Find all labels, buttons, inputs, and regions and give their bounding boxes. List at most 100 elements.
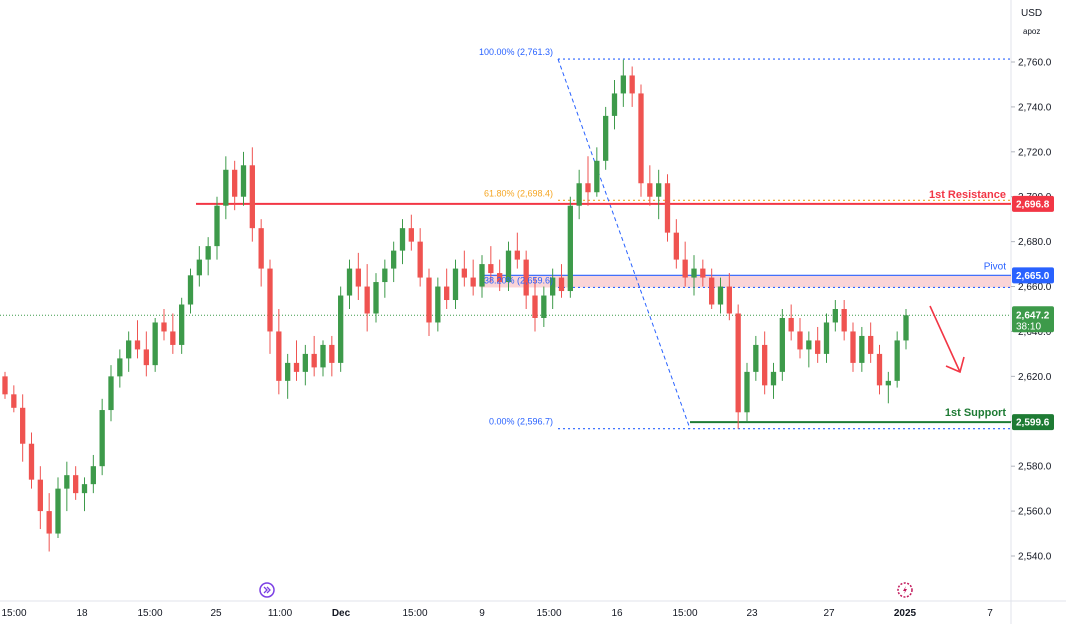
candle-body bbox=[656, 183, 662, 197]
pivot-price-tag[interactable]: 2,665.0 bbox=[1016, 271, 1050, 282]
y-tick-label[interactable]: 2,740.0 bbox=[1018, 102, 1052, 113]
candle bbox=[126, 331, 132, 372]
candle bbox=[320, 340, 326, 377]
y-tick-label[interactable]: 2,580.0 bbox=[1018, 462, 1052, 473]
candle-body bbox=[832, 309, 838, 323]
candle-body bbox=[691, 268, 697, 278]
x-tick-label[interactable]: 15:00 bbox=[536, 608, 561, 619]
candle bbox=[620, 59, 626, 107]
x-tick-label[interactable]: 2025 bbox=[894, 608, 917, 619]
candle bbox=[214, 196, 220, 260]
replay-icon[interactable] bbox=[259, 582, 275, 598]
candle-body bbox=[55, 488, 61, 534]
candle-body bbox=[214, 205, 220, 247]
candle-body bbox=[355, 268, 361, 287]
candle-body bbox=[267, 268, 273, 332]
x-tick-label[interactable]: 23 bbox=[746, 608, 758, 619]
x-tick-label[interactable]: 7 bbox=[987, 608, 993, 619]
candle-body bbox=[505, 250, 512, 283]
candle bbox=[806, 331, 812, 368]
candle bbox=[170, 313, 176, 354]
candle-body bbox=[894, 340, 900, 381]
y-tick-label[interactable]: 2,720.0 bbox=[1018, 147, 1052, 158]
x-tick-label[interactable]: 11:00 bbox=[268, 608, 293, 619]
candle-body bbox=[620, 75, 626, 94]
candle bbox=[744, 362, 750, 422]
y-tick-label[interactable]: 2,760.0 bbox=[1018, 58, 1052, 69]
candle-body bbox=[196, 259, 202, 276]
candle bbox=[717, 277, 724, 314]
last-price-tag[interactable]: 2,647.2 bbox=[1016, 310, 1050, 321]
x-tick-label[interactable]: 9 bbox=[479, 608, 485, 619]
candle-body bbox=[73, 475, 79, 494]
x-tick-label[interactable]: Dec bbox=[332, 608, 351, 619]
candle-body bbox=[64, 475, 70, 489]
candle bbox=[461, 250, 467, 287]
x-tick-label[interactable]: 16 bbox=[611, 608, 623, 619]
x-tick-label[interactable]: 15:00 bbox=[137, 608, 162, 619]
x-axis[interactable]: 15:00 18 15:00 25 11:00 Dec 15:00 9 15:00 16 15:00… bbox=[1, 608, 993, 619]
last-price-tag-bg bbox=[1012, 306, 1054, 333]
x-tick-label[interactable]: 15:00 bbox=[1, 608, 26, 619]
y-tick-label[interactable]: 2,540.0 bbox=[1018, 552, 1052, 563]
candle-body bbox=[346, 268, 353, 296]
candle-body bbox=[382, 268, 388, 283]
x-tick-label[interactable]: 25 bbox=[210, 608, 222, 619]
candle-body bbox=[726, 286, 732, 314]
candle bbox=[426, 268, 432, 336]
candle bbox=[611, 79, 618, 130]
candle bbox=[726, 273, 732, 321]
y-tick-label[interactable]: 2,620.0 bbox=[1018, 372, 1052, 383]
candle-body bbox=[187, 275, 194, 305]
candle bbox=[46, 493, 52, 552]
y-tick-label[interactable]: 2,680.0 bbox=[1018, 237, 1052, 248]
candle-body bbox=[240, 165, 247, 197]
candle bbox=[90, 454, 96, 494]
candle bbox=[682, 241, 688, 287]
candle-body bbox=[99, 410, 105, 467]
y-tick-label[interactable]: 2,640.0 bbox=[1018, 327, 1052, 338]
candle-body bbox=[391, 250, 397, 269]
y-tick-label[interactable]: 2,660.0 bbox=[1018, 282, 1052, 293]
resistance-price-tag[interactable]: 2,696.8 bbox=[1016, 199, 1050, 210]
candle bbox=[408, 214, 414, 251]
candle bbox=[691, 255, 697, 296]
y-axis[interactable]: 2,540.02,560.02,580.02,600.02,620.02,640… bbox=[1011, 58, 1054, 563]
candle-body bbox=[276, 331, 282, 381]
candle-body bbox=[903, 315, 909, 341]
y-tick-label[interactable]: 2,560.0 bbox=[1018, 507, 1052, 518]
candle-body bbox=[523, 259, 529, 296]
lightning-icon[interactable] bbox=[897, 582, 913, 598]
candle-body bbox=[179, 304, 185, 345]
x-tick-label[interactable]: 18 bbox=[76, 608, 88, 619]
candle bbox=[868, 322, 874, 363]
countdown-label[interactable]: 38:10 bbox=[1016, 321, 1041, 332]
candle-body bbox=[823, 322, 830, 354]
candle-body bbox=[258, 228, 264, 269]
candle-body bbox=[841, 309, 847, 332]
support-price-tag[interactable]: 2,599.6 bbox=[1016, 418, 1050, 429]
candle-body bbox=[797, 331, 803, 350]
candle-body bbox=[134, 340, 141, 350]
x-tick-label[interactable]: 27 bbox=[823, 608, 835, 619]
candle-body bbox=[779, 317, 785, 372]
candle bbox=[302, 344, 308, 386]
candle bbox=[373, 273, 379, 323]
scale-mode-label[interactable]: apoz bbox=[1023, 27, 1040, 36]
candle bbox=[161, 309, 167, 341]
candle-body bbox=[452, 268, 459, 301]
candle-body bbox=[408, 228, 414, 242]
candle bbox=[514, 232, 520, 269]
candle-body bbox=[585, 183, 591, 193]
candle-body bbox=[682, 259, 688, 278]
x-tick-label[interactable]: 15:00 bbox=[402, 608, 427, 619]
candle bbox=[117, 349, 123, 388]
currency-label[interactable]: USD bbox=[1021, 8, 1042, 19]
candle-body bbox=[435, 286, 441, 323]
candle-body bbox=[117, 358, 123, 377]
candle bbox=[797, 317, 803, 359]
x-tick-label[interactable]: 15:00 bbox=[672, 608, 697, 619]
candle-body bbox=[46, 511, 52, 534]
